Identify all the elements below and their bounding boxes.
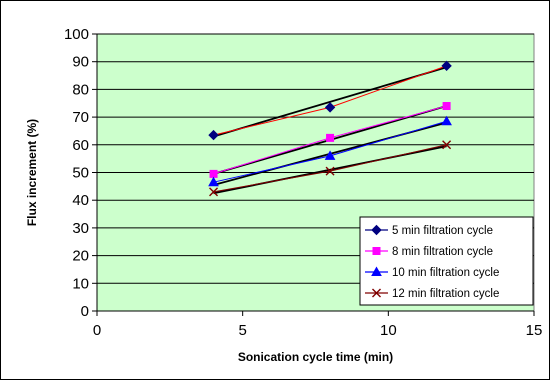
x-tick-label-5: 5 [238,322,246,339]
y-axis-title: Flux increment (%) [25,119,39,226]
point-series-4-1 [209,187,219,197]
point-series-3-1 [208,176,219,187]
legend-entry-3: 10 min filtration cycle [392,267,499,279]
x-tick-label-10: 10 [380,322,397,339]
point-series-2-1 [209,169,218,178]
point-series-4-2-b [325,166,335,176]
y-tick-label-70: 70 [72,109,89,126]
y-tick-label-30: 30 [72,220,89,237]
trend-line-series-1 [213,66,447,138]
legend-entry-4: 12 min filtration cycle [392,288,499,300]
y-tick-label-100: 100 [64,26,89,43]
point-series-4-3-b [442,140,452,150]
legend-marker-1 [371,224,382,236]
x-axis-title: Sonication cycle time (min) [238,350,393,364]
y-tick-label-80: 80 [72,81,89,98]
point-series-1-2 [324,102,336,113]
point-series-3-2 [324,150,336,160]
point-series-1-3 [441,60,452,72]
legend-marker-3 [371,266,382,276]
legend-marker-4 [372,288,381,298]
point-series-4-2 [325,166,335,176]
legend-box [359,216,534,306]
y-tick-label-20: 20 [72,248,89,265]
x-tick-label-15: 15 [526,322,543,339]
y-tick-label-50: 50 [72,165,89,182]
y-tick-label-60: 60 [72,137,89,154]
axes [92,33,535,316]
y-tick-label-40: 40 [72,192,89,209]
legend-entry-2: 8 min filtration cycle [392,246,493,258]
point-series-2-3 [442,102,451,111]
y-tick-label-90: 90 [72,54,89,71]
y-tick-label-10: 10 [72,275,89,292]
legend: 5 min filtration cycle 8 min filtration c… [359,216,534,306]
y-tick-label-0: 0 [81,303,89,320]
point-series-4-1-b [209,187,219,197]
point-series-2-2 [326,133,335,142]
series-markers [208,60,452,197]
x-tick-label-0: 0 [93,322,101,339]
legend-entry-1: 5 min filtration cycle [392,225,493,237]
legend-marker-4-b [372,288,381,298]
point-series-3-3 [441,115,452,126]
point-series-4-3 [442,140,452,150]
tick-labels: 0 10 20 30 40 50 60 70 80 90 100 0 5 10 15 [64,26,542,339]
legend-marker-2 [372,247,381,255]
point-series-1-1 [208,129,219,141]
